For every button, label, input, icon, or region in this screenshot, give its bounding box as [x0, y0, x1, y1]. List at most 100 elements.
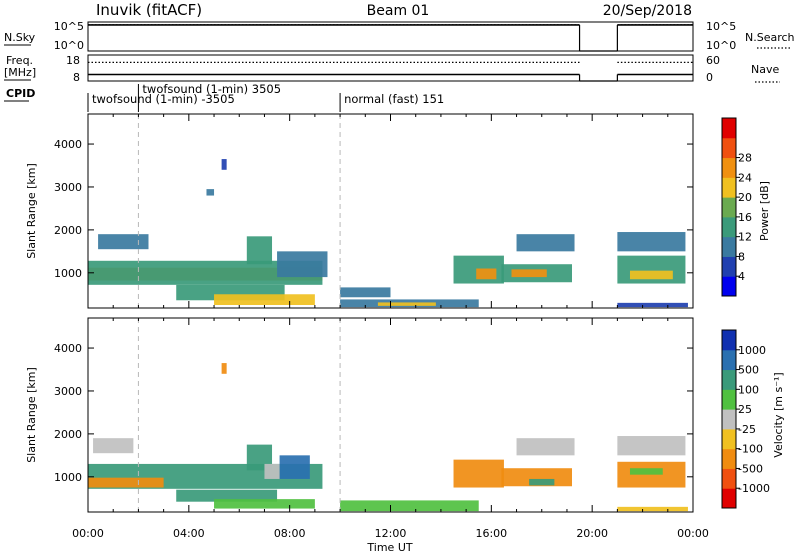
- velocity-echo-region-7: [93, 438, 134, 454]
- velocity-colorbar-swatch-2: [722, 448, 736, 469]
- velocity-colorbar-tick-label-3: 25: [738, 403, 752, 416]
- time-tick-label-3: 12:00: [375, 527, 407, 540]
- power-echo-region-9: [377, 302, 436, 306]
- velocity-colorbar-tick-label-1: 500: [738, 364, 759, 377]
- power-ytick-label-1: 2000: [54, 224, 82, 237]
- power-colorbar-swatch-7: [722, 137, 736, 159]
- power-echo-region-15: [617, 232, 686, 252]
- frequency-title-line1: Freq.: [6, 54, 33, 67]
- power-echo-region-2: [98, 234, 149, 250]
- power-colorbar-tick-label-2: 12: [738, 231, 752, 244]
- velocity-echo-region-9: [453, 459, 504, 488]
- frequency-title-line2: [MHz]: [4, 66, 36, 79]
- power-echo-region-4: [214, 294, 315, 305]
- time-tick-label-4: 16:00: [475, 527, 507, 540]
- noise-right-tick-bottom: 10^0: [706, 39, 736, 52]
- velocity-colorbar-swatch-7: [722, 349, 736, 371]
- velocity-colorbar-swatch-6: [722, 369, 736, 390]
- power-echo-region-7: [340, 287, 391, 298]
- power-colorbar-swatch-4: [722, 197, 736, 218]
- power-colorbar-swatch-5: [722, 177, 736, 198]
- velocity-colorbar-tick-label-6: -500: [738, 462, 763, 475]
- velocity-echo-region-10: [501, 468, 572, 487]
- velocity-ytick-label-1: 2000: [54, 428, 82, 441]
- date-title: 20/Sep/2018: [603, 3, 692, 19]
- cpid-label: CPID: [6, 87, 35, 100]
- velocity-echo-region-6: [264, 463, 280, 479]
- velocity-colorbar-group: 1000 500 100 25 -25 -100 -500 -1000: [721, 329, 770, 509]
- velocity-colorbar-swatch-1: [722, 468, 736, 489]
- velocity-echo-region-11: [529, 478, 555, 486]
- frequency-panel: Freq. [MHz] 18 8 60 0 Nave: [4, 54, 780, 84]
- power-colorbar-group: 4 8 12 16 20 24 28: [721, 117, 752, 297]
- power-colorbar-tick-label-1: 8: [738, 250, 745, 263]
- power-colorbar-tick-label-4: 20: [738, 191, 752, 204]
- power-echo-region-19: [221, 159, 227, 170]
- velocity-colorbar-swatch-4: [722, 409, 736, 430]
- time-axis-group: 00:00 04:00 08:00 12:00 16:00 20:00 00:00: [72, 527, 709, 540]
- cpid-program-label-2: normal (fast) 151: [344, 92, 444, 106]
- velocity-colorbar-swatch-0: [722, 488, 736, 509]
- velocity-echo-region-15: [629, 468, 663, 475]
- velocity-ylabel: Slant Range [km]: [25, 367, 38, 463]
- noise-left-tick-top: 10^5: [54, 20, 84, 33]
- velocity-cells-group: [88, 363, 688, 512]
- nave-right-tick-top: 60: [706, 54, 720, 67]
- power-echo-region-13: [511, 269, 547, 278]
- power-echo-region-18: [617, 302, 688, 308]
- power-colorbar-label: Power [dB]: [758, 181, 771, 241]
- power-echo-region-11: [476, 268, 497, 280]
- velocity-colorbar-tick-label-2: 100: [738, 383, 759, 396]
- power-colorbar-swatch-3: [722, 216, 736, 238]
- velocity-colorbar-label: Velocity [m s⁻¹]: [772, 372, 785, 457]
- velocity-echo-region-17: [221, 363, 227, 374]
- velocity-ytick-label-3: 4000: [54, 342, 82, 355]
- power-cells-group: [88, 159, 688, 308]
- time-tick-label-2: 08:00: [274, 527, 306, 540]
- noise-panel-frame: [87, 21, 694, 52]
- power-colorbar-swatch-0: [722, 276, 736, 297]
- velocity-echo-region-5: [279, 455, 310, 479]
- velocity-echo-region-12: [516, 438, 575, 456]
- velocity-echo-region-3: [214, 499, 315, 509]
- cpid-program-label-0: twofsound (1-min) -3505: [92, 92, 235, 106]
- power-colorbar-swatch-2: [722, 236, 736, 257]
- power-ytick-label-2: 3000: [54, 181, 82, 194]
- power-echo-region-17: [629, 270, 673, 280]
- power-colorbar-frame: [721, 117, 737, 297]
- noise-left-tick-bottom: 10^0: [54, 39, 84, 52]
- velocity-echo-region-2: [176, 489, 278, 502]
- velocity-echo-region-8: [340, 500, 479, 512]
- nave-right-tick-bottom: 0: [706, 71, 713, 84]
- power-ytick-label-0: 1000: [54, 267, 82, 280]
- velocity-axes-group: 1000 2000 3000 4000: [54, 318, 694, 512]
- velocity-ytick-label-0: 1000: [54, 471, 82, 484]
- power-colorbar-tick-label-0: 4: [738, 270, 745, 283]
- time-tick-label-0: 00:00: [72, 527, 104, 540]
- noise-left-title: N.Sky: [4, 31, 36, 44]
- power-echo-region-14: [516, 234, 575, 252]
- velocity-panel: 1000 2000 3000 4000 Slant Range [km] 1000 50…: [25, 317, 785, 554]
- noise-right-title: N.Search: [745, 31, 795, 44]
- time-tick-label-1: 04:00: [173, 527, 205, 540]
- frequency-left-tick-bottom: 8: [73, 71, 80, 84]
- power-colorbar-tick-label-3: 16: [738, 211, 752, 224]
- beam-title: Beam 01: [367, 3, 430, 19]
- power-colorbar-tick-label-6: 28: [738, 152, 752, 165]
- nave-right-title: Nave: [751, 63, 779, 76]
- power-axes-group: 1000 2000 3000 4000: [54, 114, 694, 308]
- power-colorbar-swatch-8: [722, 118, 736, 139]
- power-colorbar-swatch-1: [722, 256, 736, 277]
- velocity-colorbar-tick-label-5: -100: [738, 443, 763, 456]
- velocity-echo-region-13: [617, 436, 686, 456]
- velocity-colorbar-swatch-3: [722, 428, 736, 450]
- cpid-program-label-1: twofsound (1-min) 3505: [142, 82, 281, 96]
- power-colorbar-tick-label-5: 24: [738, 171, 752, 184]
- velocity-colorbar-frame: [721, 329, 737, 509]
- power-echo-region-5: [246, 236, 273, 265]
- power-colorbar-swatch-6: [722, 157, 736, 178]
- frequency-series-group: [88, 61, 693, 82]
